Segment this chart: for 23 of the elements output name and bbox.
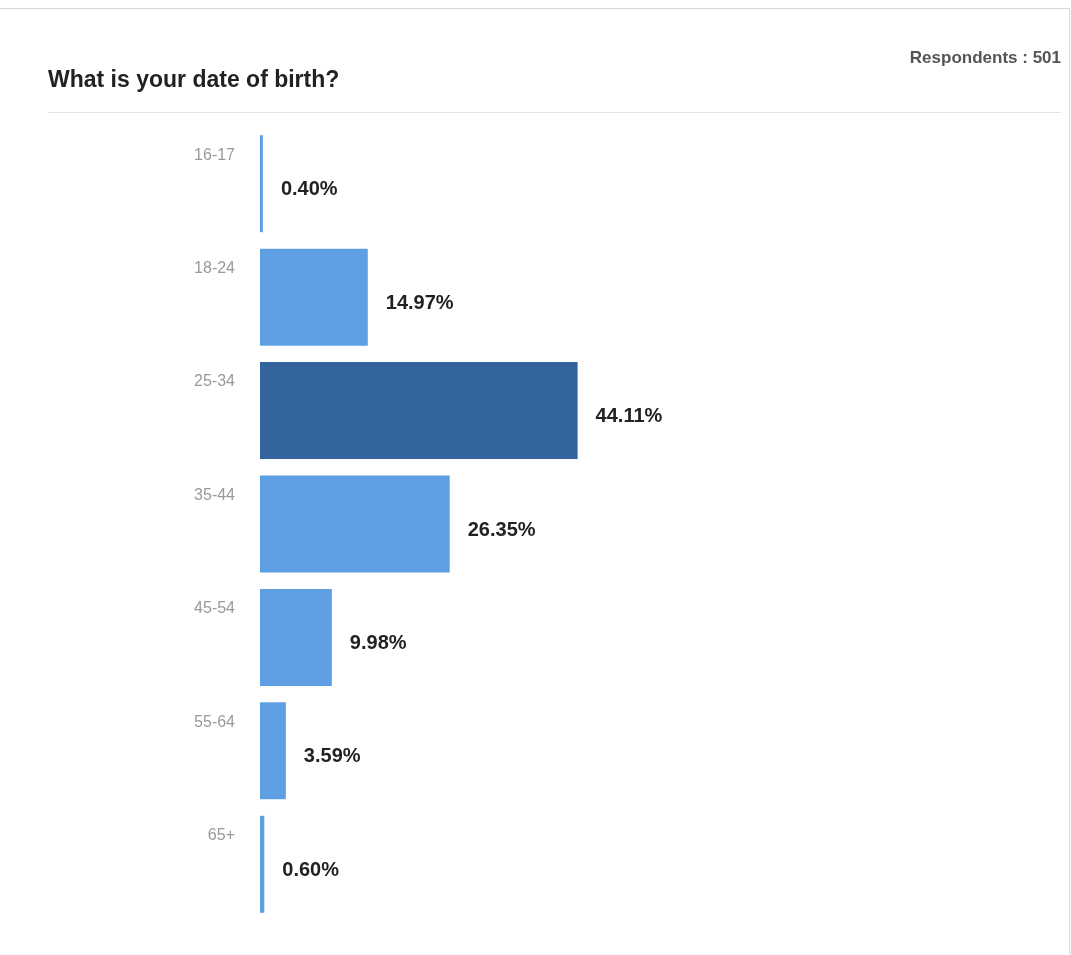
bar [260, 815, 265, 913]
data-label: 9.98% [349, 630, 407, 653]
text: Respondents : 501 [909, 48, 1061, 68]
chart-title: What is your date of birth? [48, 66, 340, 93]
y-tick-label: 55-64 [194, 712, 236, 730]
data-label: 44.11% [595, 404, 663, 427]
data-label: 26.35% [467, 517, 536, 540]
data-label: 3.59% [303, 744, 361, 767]
y-tick-label: 18-24 [194, 259, 236, 277]
data-label: 0.40% [280, 177, 338, 200]
bar [260, 362, 578, 460]
data-label: 14.97% [385, 290, 454, 313]
bar [260, 135, 263, 233]
bar [260, 475, 450, 573]
data-label: 0.60% [282, 857, 340, 880]
bar [260, 588, 332, 686]
y-tick-label: 45-54 [194, 599, 236, 617]
y-tick-label: 35-44 [194, 485, 236, 503]
bar [260, 702, 286, 800]
y-tick-label: 65+ [207, 826, 235, 844]
y-tick-label: 25-34 [194, 372, 236, 390]
bar [260, 248, 368, 346]
y-tick-label: 16-17 [194, 145, 236, 163]
